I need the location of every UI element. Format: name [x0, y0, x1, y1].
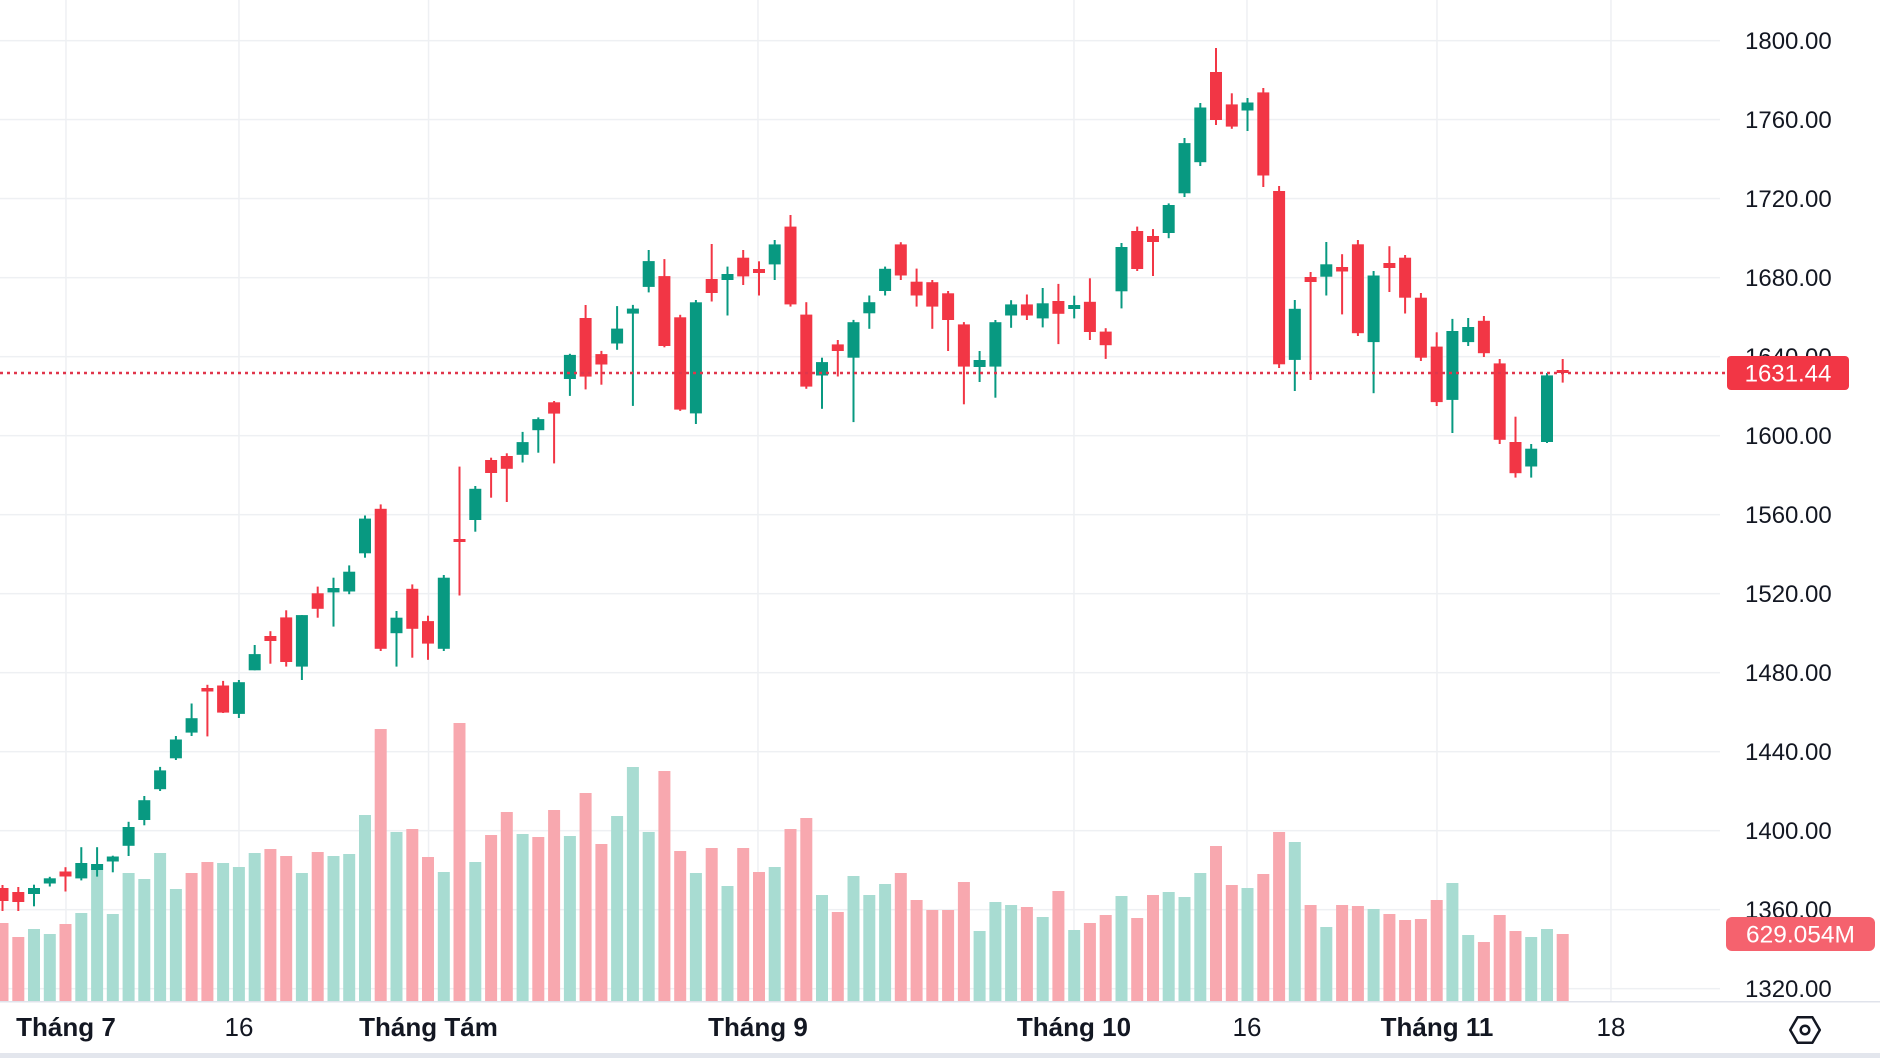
- svg-text:Tháng 10: Tháng 10: [1017, 1012, 1131, 1042]
- svg-text:1600.00: 1600.00: [1745, 423, 1832, 450]
- svg-text:1680.00: 1680.00: [1745, 265, 1832, 292]
- svg-text:18: 18: [1597, 1012, 1626, 1042]
- svg-text:1320.00: 1320.00: [1745, 976, 1832, 1003]
- svg-text:1520.00: 1520.00: [1745, 581, 1832, 608]
- svg-text:Tháng 7: Tháng 7: [16, 1012, 116, 1042]
- svg-text:1720.00: 1720.00: [1745, 186, 1832, 213]
- svg-text:16: 16: [1233, 1012, 1262, 1042]
- svg-text:Tháng 9: Tháng 9: [708, 1012, 808, 1042]
- svg-text:16: 16: [225, 1012, 254, 1042]
- svg-text:1440.00: 1440.00: [1745, 739, 1832, 766]
- svg-text:1560.00: 1560.00: [1745, 502, 1832, 529]
- svg-text:1480.00: 1480.00: [1745, 660, 1832, 687]
- svg-text:1400.00: 1400.00: [1745, 818, 1832, 845]
- svg-text:Tháng Tám: Tháng Tám: [359, 1012, 498, 1042]
- svg-text:1760.00: 1760.00: [1745, 107, 1832, 134]
- svg-text:629.054M: 629.054M: [1746, 922, 1855, 949]
- svg-text:1631.44: 1631.44: [1745, 361, 1832, 388]
- svg-text:Tháng 11: Tháng 11: [1381, 1012, 1494, 1042]
- svg-text:1800.00: 1800.00: [1745, 28, 1832, 55]
